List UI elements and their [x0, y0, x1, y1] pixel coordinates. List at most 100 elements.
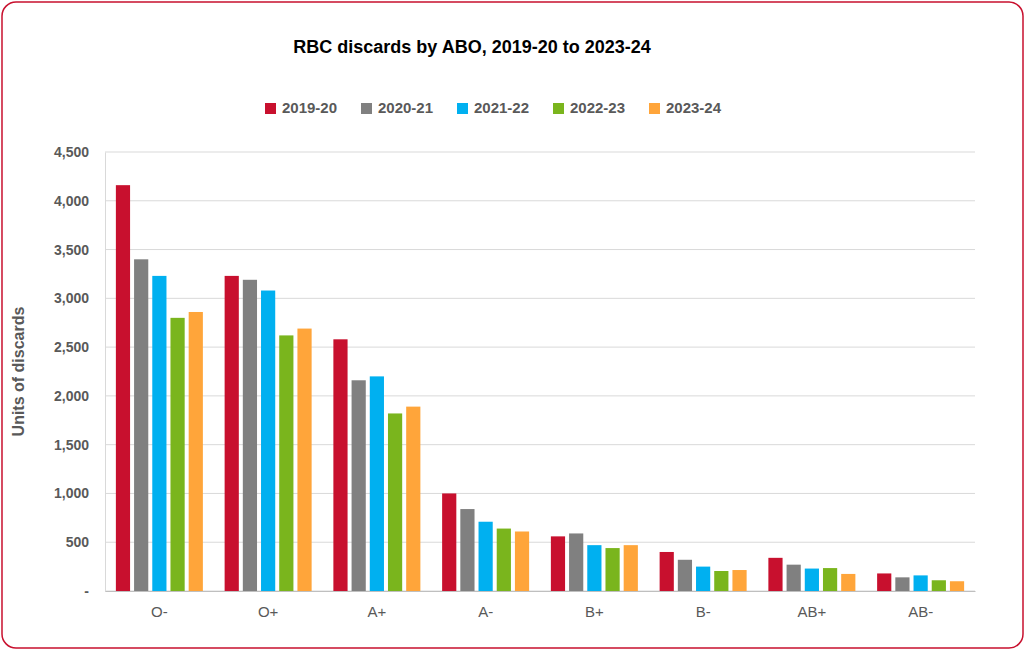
bar — [678, 560, 692, 591]
legend-label: 2021-22 — [474, 99, 529, 116]
bar — [714, 571, 728, 591]
bar — [877, 573, 891, 591]
x-tick-label: O- — [151, 603, 168, 620]
legend-item: 2020-21 — [361, 99, 433, 116]
legend-swatch — [649, 103, 660, 114]
y-tick-label: 2,500 — [54, 339, 89, 355]
bar — [388, 413, 402, 591]
bar — [279, 335, 293, 591]
bar — [895, 577, 909, 591]
legend-item: 2022-23 — [553, 99, 625, 116]
x-tick: A- — [478, 591, 493, 620]
bar — [333, 339, 347, 591]
y-tick-label: 3,000 — [54, 290, 89, 306]
x-tick-label: AB+ — [797, 603, 826, 620]
x-tick-label: B+ — [585, 603, 604, 620]
bar — [624, 545, 638, 591]
y-tick-label: 4,000 — [54, 193, 89, 209]
bar — [841, 574, 855, 591]
legend-item: 2023-24 — [649, 99, 722, 116]
bar — [370, 376, 384, 591]
x-tick-label: AB- — [908, 603, 933, 620]
bar — [406, 407, 420, 591]
y-tick-label: 4,500 — [54, 144, 89, 160]
title: RBC discards by ABO, 2019-20 to 2023-24 — [293, 37, 651, 57]
legend-swatch — [361, 103, 372, 114]
bar — [950, 581, 964, 591]
bar — [515, 531, 529, 591]
series — [152, 276, 927, 591]
bar — [442, 493, 456, 591]
y-tick: 4,500 — [54, 144, 105, 160]
grid-line — [105, 249, 975, 250]
bar — [696, 567, 710, 591]
series — [116, 185, 891, 591]
legend-label: 2023-24 — [666, 99, 722, 116]
y-tick: 3,500 — [54, 242, 105, 258]
x-tick-label: B- — [696, 603, 711, 620]
bar — [605, 548, 619, 591]
bar — [189, 312, 203, 591]
y-tick-label: 1,500 — [54, 437, 89, 453]
bar — [660, 552, 674, 591]
y-axis-line — [105, 153, 106, 592]
x-tick: A+ — [367, 591, 386, 620]
x-tick-label: A- — [478, 603, 493, 620]
y-tick: - — [84, 583, 105, 599]
bar — [170, 318, 184, 591]
bar — [768, 558, 782, 591]
bar — [225, 276, 239, 591]
x-tick-label: A+ — [367, 603, 386, 620]
bar — [805, 569, 819, 591]
bar — [352, 380, 366, 591]
chart: RBC discards by ABO, 2019-20 to 2023-24 -… — [0, 0, 1025, 651]
x-tick: O- — [151, 591, 168, 620]
x-axis-line — [106, 591, 976, 592]
legend-label: 2022-23 — [570, 99, 625, 116]
bar — [261, 291, 275, 591]
legend-swatch — [457, 103, 468, 114]
legend-item: 2019-20 — [265, 99, 337, 116]
series — [189, 312, 964, 591]
bar — [823, 568, 837, 591]
y-tick: 500 — [66, 534, 105, 550]
x-axis: O- O+ A+ A- B+ B- AB+ AB- — [106, 591, 976, 620]
bar — [569, 533, 583, 591]
y-tick-label: - — [84, 583, 89, 599]
bar — [460, 509, 474, 591]
bar — [587, 545, 601, 591]
bar — [479, 522, 493, 591]
y-tick-label: 1,000 — [54, 485, 89, 501]
legend-label: 2019-20 — [282, 99, 337, 116]
y-tick-label: 3,500 — [54, 242, 89, 258]
x-tick: B+ — [585, 591, 604, 620]
y-tick: 3,000 — [54, 290, 105, 306]
y-tick-label: 500 — [66, 534, 90, 550]
bar — [134, 259, 148, 591]
x-tick: B- — [696, 591, 711, 620]
grid-line — [105, 200, 975, 201]
x-tick: O+ — [258, 591, 279, 620]
bar — [243, 280, 257, 591]
bar — [297, 329, 311, 591]
legend-item: 2021-22 — [457, 99, 529, 116]
y-tick: 2,500 — [54, 339, 105, 355]
y-tick-label: 2,000 — [54, 388, 89, 404]
bars — [116, 185, 964, 591]
bar — [914, 575, 928, 591]
x-tick-label: O+ — [258, 603, 279, 620]
y-tick: 1,500 — [54, 437, 105, 453]
legend-swatch — [553, 103, 564, 114]
y-axis-title: Units of discards — [10, 307, 27, 437]
series — [170, 318, 945, 591]
y-tick: 2,000 — [54, 388, 105, 404]
bar — [152, 276, 166, 591]
bar — [932, 580, 946, 591]
series — [134, 259, 909, 591]
bar — [497, 529, 511, 591]
x-tick: AB+ — [797, 591, 826, 620]
grid — [105, 152, 975, 591]
frame — [2, 2, 1023, 648]
bar — [551, 536, 565, 591]
legend-swatch — [265, 103, 276, 114]
